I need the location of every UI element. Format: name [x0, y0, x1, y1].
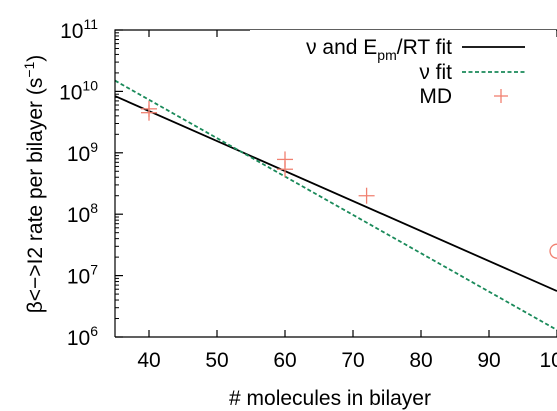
y-tick-label-8: 108	[67, 200, 98, 227]
legend-swatch-md	[494, 89, 508, 103]
md-point-4	[358, 187, 375, 204]
legend: ν and Epm/RT fit ν fit MD	[250, 30, 556, 114]
y-ticks: 106 107 108 109 1010 1011	[59, 16, 123, 350]
md-point-3	[277, 161, 293, 178]
y-tick-label-9: 109	[67, 139, 98, 166]
x-tick-label-90: 90	[477, 349, 500, 372]
legend-label-md: MD	[419, 85, 452, 108]
marker-layer	[141, 100, 557, 259]
series-line-1	[115, 79, 557, 331]
x-tick-label-80: 80	[409, 349, 432, 372]
y-tick-label-11: 1011	[60, 16, 98, 43]
x-tick-label-50: 50	[205, 349, 228, 372]
x-axis-title: # molecules in bilayer	[229, 387, 431, 410]
x-ticks: 40 50 60 70 80 90 100	[137, 30, 557, 372]
series-layer	[115, 79, 557, 331]
y-tick-label-10: 1010	[59, 77, 98, 104]
y-axis-title-exp: −1	[21, 61, 37, 77]
x-tick-label-100: 100	[539, 349, 557, 372]
md-point-1	[141, 104, 157, 121]
y-axis-title: β<−>I2 rate per bilayer (s−1)	[21, 55, 47, 314]
outlier-circle-0	[549, 243, 557, 259]
series-line-0	[115, 95, 557, 292]
legend-label-fit-energy: ν and Epm/RT fit	[306, 36, 452, 63]
y-tick-label-6: 106	[67, 323, 98, 350]
legend-label-fit-nu: ν fit	[419, 61, 452, 84]
x-tick-label-60: 60	[273, 349, 296, 372]
y-tick-label-7: 107	[67, 262, 98, 289]
y-axis-title-close: )	[24, 55, 47, 62]
x-tick-label-70: 70	[341, 349, 364, 372]
y-axis-title-main: β<−>I2 rate per bilayer (s	[24, 78, 47, 314]
x-tick-label-40: 40	[137, 349, 160, 372]
